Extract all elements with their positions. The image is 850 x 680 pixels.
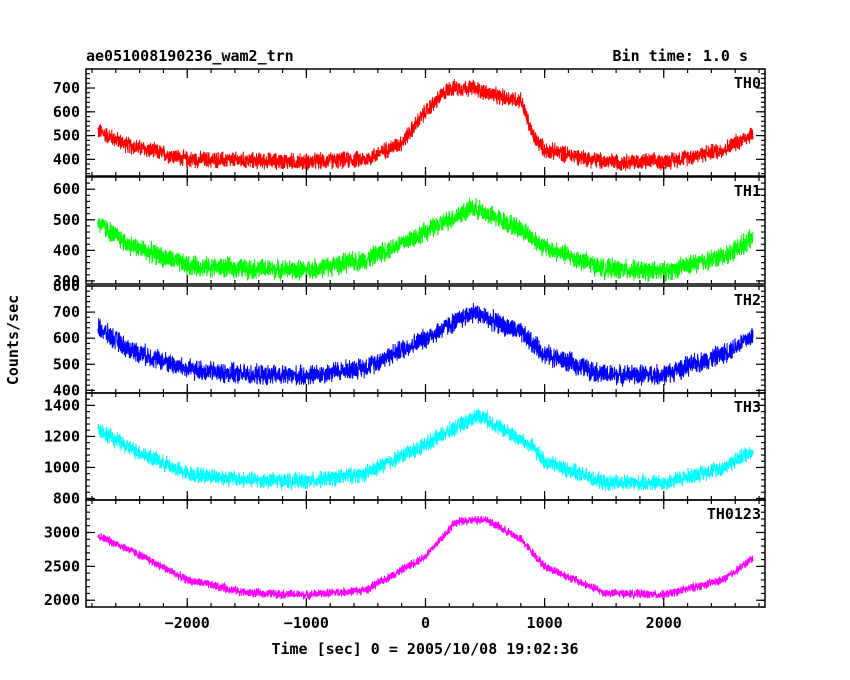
y-tick-label: 700 [53, 79, 80, 97]
y-tick-label: 3000 [44, 524, 80, 542]
y-tick-label: 500 [53, 127, 80, 145]
x-tick-label: −2000 [165, 614, 210, 632]
x-axis-title: Time [sec] 0 = 2005/10/08 19:02:36 [271, 640, 578, 658]
x-tick-label: 2000 [646, 614, 682, 632]
series-line-th1 [97, 197, 754, 283]
y-tick-label: 600 [53, 180, 80, 198]
y-tick-label: 700 [53, 303, 80, 321]
panel-th1: 300 400 500 600 TH1 [53, 176, 766, 290]
y-tick-label: 1200 [44, 427, 80, 445]
y-tick-label: 1000 [44, 458, 80, 476]
series-line-th0 [97, 78, 754, 172]
panel-th2: 400 500 600 700 800 TH2 [53, 277, 766, 399]
series-line-th3 [97, 407, 754, 492]
x-tick-label: −1000 [284, 614, 329, 632]
panel-label: TH3 [734, 398, 761, 416]
y-tick-label: 800 [53, 277, 80, 295]
y-tick-label: 400 [53, 381, 80, 399]
panel-th0123: 2000 2500 3000 TH0123 [44, 499, 766, 609]
y-tick-label: 500 [53, 355, 80, 373]
x-tick-label: 1000 [527, 614, 563, 632]
y-tick-label: 400 [53, 150, 80, 168]
panel-label: TH0 [734, 74, 761, 92]
y-tick-label: 300 [53, 272, 80, 290]
y-tick-label: 1400 [44, 396, 80, 414]
y-tick-label: 600 [53, 329, 80, 347]
y-tick-label: 400 [53, 241, 80, 259]
panel-th0: 400 500 600 700 TH0 [53, 68, 766, 177]
panel-label: TH2 [734, 291, 761, 309]
x-tick-label: 0 [421, 614, 430, 632]
panels-group: 400 500 600 700 TH0 300 400 500 600 TH1 400 500 600 7… [44, 68, 766, 632]
panel-th3: 800 1000 1200 1400 TH3 [44, 392, 766, 507]
series-line-th2 [97, 302, 754, 387]
panel-label: TH1 [734, 182, 761, 200]
y-tick-label: 500 [53, 211, 80, 229]
series-line-th0123 [97, 515, 754, 601]
chart-subtitle: Bin time: 1.0 s [613, 47, 748, 65]
chart-title: ae051008190236_wam2_trn [86, 47, 294, 65]
y-tick-label: 2000 [44, 591, 80, 609]
y-tick-label: 2500 [44, 557, 80, 575]
y-tick-label: 800 [53, 489, 80, 507]
y-tick-label: 600 [53, 103, 80, 121]
y-axis-title: Counts/sec [4, 295, 22, 385]
panel-label: TH0123 [707, 505, 761, 523]
